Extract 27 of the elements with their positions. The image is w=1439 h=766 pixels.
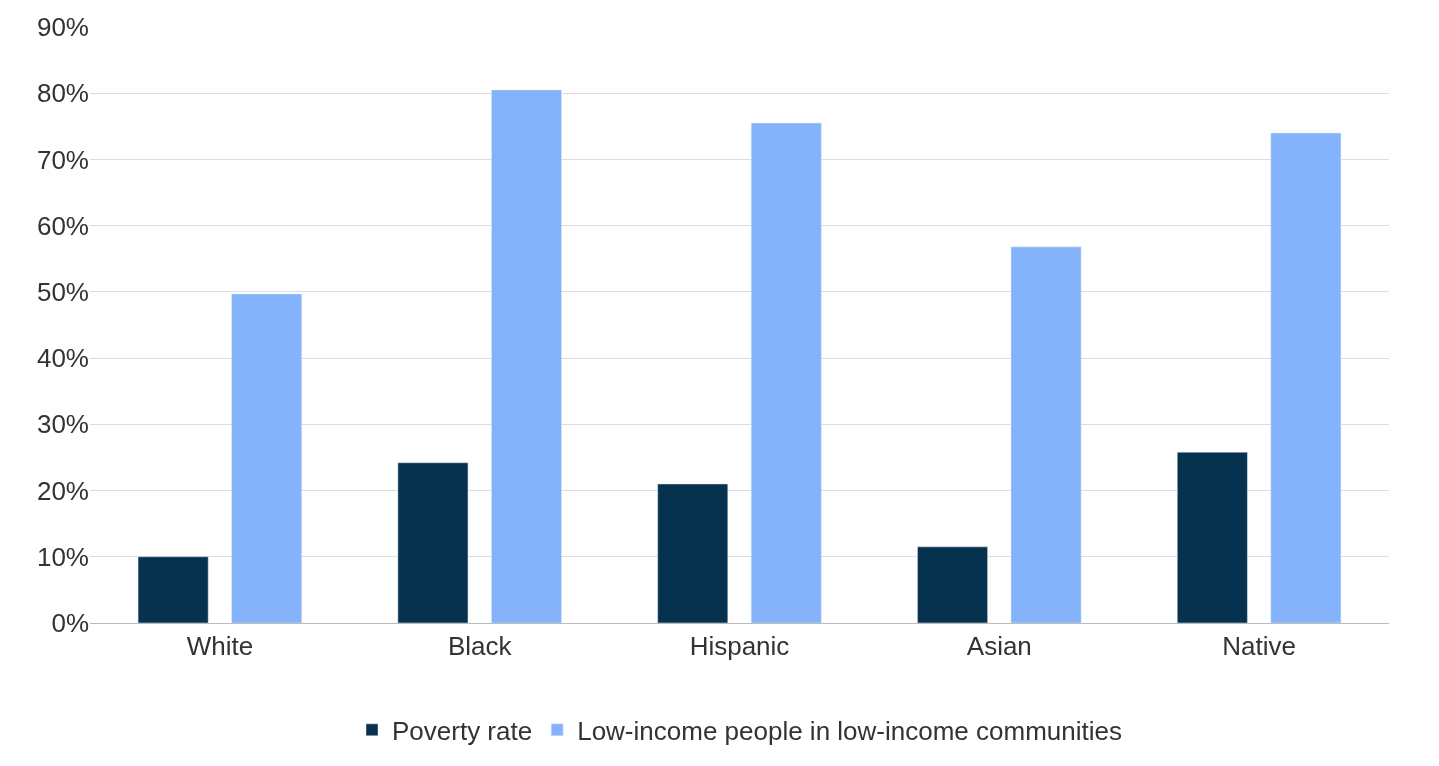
y-tick-label: 0% — [51, 608, 89, 639]
bar — [657, 483, 729, 623]
y-tick-label: 80% — [36, 78, 89, 109]
y-tick-label: 20% — [36, 475, 89, 506]
x-tick-label: Black — [447, 631, 513, 662]
bar — [1177, 451, 1248, 623]
x-tick-label: White — [186, 631, 254, 662]
x-tick-label: Hispanic — [689, 631, 790, 662]
x-tick-label: Native — [1222, 631, 1296, 662]
bar — [750, 122, 822, 623]
y-tick-label: 90% — [36, 12, 89, 43]
y-tick-label: 10% — [36, 541, 89, 572]
y-tick-label: 60% — [36, 210, 89, 241]
y-tick-label: 70% — [36, 144, 89, 175]
bar — [917, 546, 988, 623]
bar — [1270, 132, 1342, 623]
y-tick-label: 40% — [36, 343, 89, 374]
bar — [397, 462, 469, 623]
bar — [137, 556, 209, 623]
y-tick-label: 50% — [36, 276, 89, 307]
bar — [231, 293, 302, 623]
legend-label: Low-income people in low-income communities — [577, 715, 1122, 746]
bar — [491, 89, 562, 623]
y-tick-label: 30% — [36, 409, 89, 440]
legend-label: Poverty rate — [392, 715, 533, 746]
x-tick-label: Asian — [966, 631, 1032, 662]
bar — [1010, 246, 1082, 623]
